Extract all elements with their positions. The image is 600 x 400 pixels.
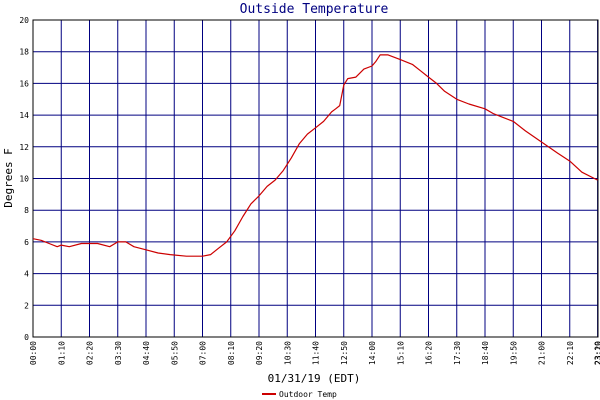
x-tick-label: 07:00: [199, 341, 208, 365]
x-tick-label: 22:10: [566, 341, 575, 365]
x-tick-labels: 00:00 01:10 02:20 03:30 04:40 05:50 07:00 08:10…: [29, 341, 600, 365]
grid: [32, 19, 599, 338]
y-axis-label: Degrees F: [2, 148, 15, 208]
y-tick-labels: 0 2 4 6 8 10 12 14 16 18 20: [19, 16, 29, 342]
x-tick-label: 12:50: [340, 341, 349, 365]
series-line-outdoor-temp: [32, 54, 598, 257]
x-tick-label: 19:50: [509, 341, 518, 365]
legend: Outdoor Temp: [262, 390, 337, 399]
x-axis-label: 01/31/19 (EDT): [268, 372, 361, 385]
y-tick-label: 10: [19, 175, 29, 184]
series-layer: [32, 54, 598, 257]
x-tick-label: 14:00: [368, 341, 377, 365]
y-tick-label: 0: [24, 333, 29, 342]
x-tick-label: 00:00: [29, 341, 38, 365]
x-tick-label: 09:20: [255, 341, 264, 365]
x-tick-label: 02:20: [86, 341, 95, 365]
y-tick-label: 14: [19, 111, 29, 120]
x-tick-label: 01:10: [57, 341, 66, 365]
x-tick-label: 11:40: [312, 341, 321, 365]
y-tick-label: 4: [24, 270, 29, 279]
x-tick-label: 21:00: [538, 341, 547, 365]
chart-title: Outside Temperature: [240, 2, 389, 17]
x-tick-label: 04:40: [142, 341, 151, 365]
y-tick-label: 16: [19, 79, 29, 88]
x-tick-label: 16:20: [425, 341, 434, 365]
y-tick-label: 20: [19, 16, 29, 25]
x-tick-label: 05:50: [170, 341, 179, 365]
y-tick-label: 8: [24, 206, 29, 215]
x-tick-label: 17:30: [453, 341, 462, 365]
y-tick-label: 18: [19, 48, 29, 57]
y-tick-label: 2: [24, 301, 29, 310]
x-tick-label: 15:10: [396, 341, 405, 365]
x-tick-label: 03:30: [114, 341, 123, 365]
y-tick-label: 6: [24, 238, 29, 247]
x-tick-label: 23:20: [594, 341, 600, 365]
x-tick-label: 08:10: [227, 341, 236, 365]
y-tick-label: 12: [19, 143, 29, 152]
x-tick-label: 18:40: [481, 341, 490, 365]
x-tick-label: 10:30: [283, 341, 292, 365]
legend-label-outdoor-temp: Outdoor Temp: [279, 390, 337, 399]
x-tick-label: 23:19: [594, 341, 600, 365]
plot-border: [32, 19, 599, 338]
